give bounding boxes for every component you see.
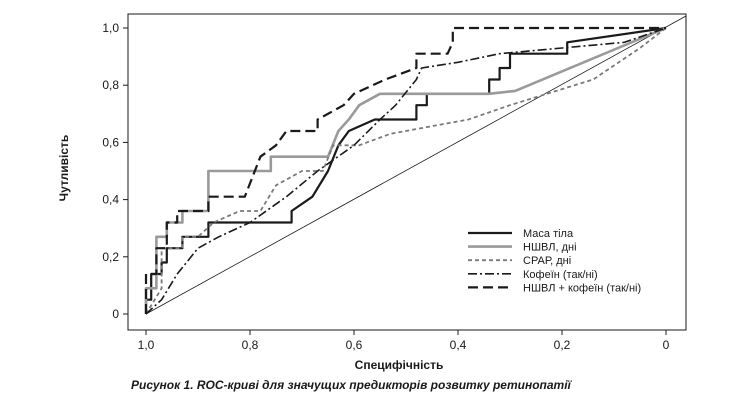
y-axis-title: Чутливість (57, 135, 71, 202)
y-tick-label: 1,0 (102, 21, 119, 35)
series-line-4 (145, 27, 667, 315)
legend-label-2: НШВЛ, дні (523, 242, 577, 254)
x-tick-label: 0,6 (346, 338, 363, 352)
plot-frame (127, 13, 687, 331)
legend-label-3: СРАР, дні (523, 255, 571, 267)
series-line-3 (145, 27, 667, 315)
legend-label-5: НШВЛ + кофеїн (так/ні) (523, 282, 641, 294)
series-layer (144, 26, 667, 315)
y-tick-label: 0 (112, 307, 119, 321)
x-tick-label: 0,8 (242, 338, 259, 352)
x-tick-label: 0,4 (450, 338, 467, 352)
series-line-5 (144, 26, 666, 314)
reference-diagonal (145, 15, 687, 315)
series-line-2 (144, 26, 667, 314)
axes-layer: 0 0,2 0,4 0,6 0,8 1,0 1,0 0,8 0,6 0,4 0,2 0 Специфіч… (57, 13, 687, 372)
figure-caption: Рисунок 1. ROC-криві для значущих предик… (131, 378, 573, 392)
x-tick-label: 1,0 (138, 338, 155, 352)
y-tick-label: 0,8 (102, 78, 119, 92)
y-tick-label: 0,6 (102, 135, 119, 149)
x-tick-label: 0,2 (554, 338, 571, 352)
series-line-1 (144, 26, 667, 314)
x-axis-title: Специфічність (355, 358, 444, 372)
legend-label-4: Кофеїн (так/ні) (523, 269, 598, 281)
y-tick-label: 0,2 (102, 250, 119, 264)
y-tick-label: 0,4 (102, 193, 119, 207)
legend-label-1: Маса тіла (523, 228, 574, 240)
x-tick-label: 0 (663, 338, 670, 352)
